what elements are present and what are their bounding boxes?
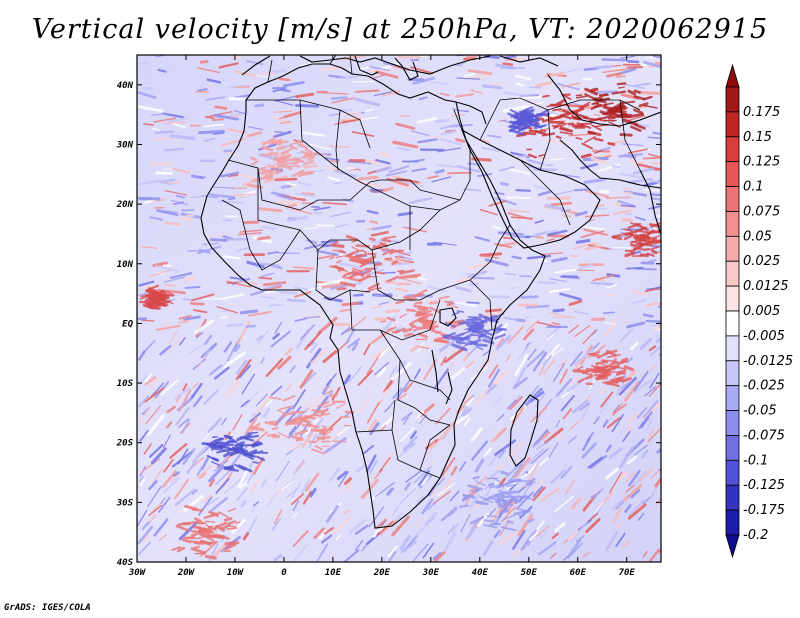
colorbar-label: -0.05 <box>743 404 777 419</box>
colorbar-label: 0.05 <box>743 229 772 244</box>
colorbar-swatch <box>725 111 740 138</box>
velocity-field <box>137 55 661 562</box>
colorbar-bottom-arrow <box>725 534 740 559</box>
coastlines <box>200 55 661 529</box>
lat-tick-label: 40S <box>117 558 134 568</box>
colorbar-label: -0.075 <box>743 428 785 443</box>
colorbar-label: -0.175 <box>743 503 785 518</box>
colorbar-swatch <box>725 285 740 312</box>
lat-tick-label: 30S <box>116 498 134 508</box>
lon-tick-label: 70E <box>619 568 636 578</box>
latitude-axis: 40N 30N 20N 10N EQ 10S 20S 30S 40S <box>116 81 661 568</box>
colorbar-label: 0.1 <box>743 180 764 195</box>
colorbar-top-arrow <box>725 63 740 88</box>
colorbar-label: 0.025 <box>743 254 780 269</box>
lon-tick-label: 0 <box>281 568 287 578</box>
lat-tick-label: 20S <box>116 439 134 449</box>
colorbar-label: 0.125 <box>743 155 780 170</box>
lat-tick-label: EQ <box>122 319 133 329</box>
lat-tick-label: 10S <box>117 379 134 389</box>
colorbar-swatch <box>725 86 740 113</box>
colorbar-label: -0.0125 <box>743 354 793 369</box>
lat-tick-label: 40N <box>117 81 134 91</box>
map-title: Vertical velocity [m/s] at 250hPa, VT: 2… <box>31 14 769 45</box>
velocity-streaks <box>137 55 661 562</box>
colorbar-label: 0.175 <box>743 105 780 120</box>
colorbar: 0.175 0.15 0.125 0.1 0.075 0.05 0.025 0.0125 0.0… <box>725 63 793 559</box>
lon-tick-label: 10W <box>227 568 245 578</box>
colorbar-swatch <box>725 410 740 436</box>
colorbar-swatch <box>725 484 740 511</box>
lon-tick-label: 50E <box>521 568 538 578</box>
country-borders <box>221 55 641 479</box>
colorbar-swatch <box>725 310 740 337</box>
colorbar-swatch <box>725 186 740 212</box>
colorbar-swatch <box>725 136 740 163</box>
colorbar-swatch <box>725 385 740 411</box>
colorbar-swatch <box>725 211 740 237</box>
colorbar-swatch <box>725 360 740 387</box>
lon-tick-label: 20E <box>373 568 391 578</box>
lon-tick-label: 10E <box>325 568 342 578</box>
colorbar-swatch <box>725 459 740 486</box>
lon-tick-label: 20W <box>177 568 196 578</box>
colorbar-swatch <box>725 235 740 262</box>
lat-tick-label: 10N <box>117 260 134 270</box>
colorbar-swatch <box>725 161 740 187</box>
colorbar-swatch <box>725 435 740 461</box>
plot-frame <box>136 54 662 563</box>
colorbar-swatch <box>725 335 740 362</box>
colorbar-label: 0.0125 <box>743 279 789 294</box>
colorbar-swatch <box>725 509 740 536</box>
colorbar-label: -0.005 <box>743 329 785 344</box>
colorbar-label: -0.2 <box>743 528 768 543</box>
grads-credit: GrADS: IGES/COLA <box>4 603 91 613</box>
velocity-patches <box>139 82 661 560</box>
lon-tick-label: 60E <box>570 568 587 578</box>
colorbar-label: -0.025 <box>743 379 785 394</box>
colorbar-label: -0.125 <box>743 478 785 493</box>
lon-tick-label: 30E <box>422 568 440 578</box>
colorbar-swatch <box>725 260 740 287</box>
longitude-axis: 30W 20W 10W 0 10E 20E 30E 40E 50E 60E 70E <box>128 55 636 578</box>
lon-tick-label: 30W <box>128 568 147 578</box>
colorbar-label: -0.1 <box>743 453 768 468</box>
lon-tick-label: 40E <box>472 568 489 578</box>
colorbar-label: 0.15 <box>743 130 772 145</box>
colorbar-label: 0.075 <box>743 204 780 219</box>
lat-tick-label: 30N <box>116 140 134 150</box>
lat-tick-label: 20N <box>116 200 134 210</box>
colorbar-label: 0.005 <box>743 304 780 319</box>
